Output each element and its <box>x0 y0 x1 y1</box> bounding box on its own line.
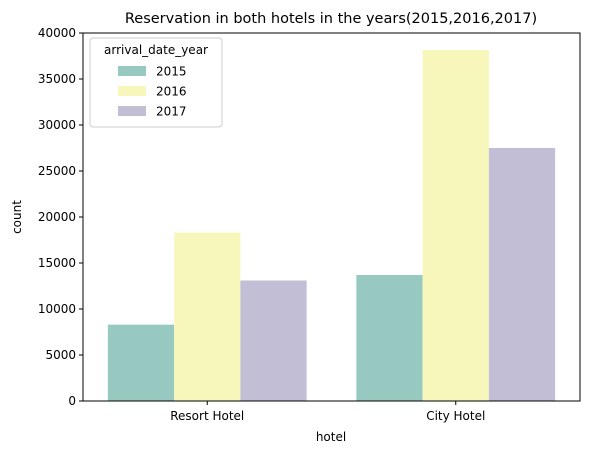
bar-city-hotel-2017 <box>488 148 556 401</box>
legend-swatch-2017 <box>118 106 146 116</box>
legend-swatch-2016 <box>118 86 146 96</box>
y-tick-label: 10000 <box>38 302 76 316</box>
x-tick-label: City Hotel <box>426 409 485 423</box>
legend-swatch-2015 <box>118 66 146 76</box>
x-tick-label: Resort Hotel <box>170 409 244 423</box>
x-axis: Resort Hotel City Hotel <box>170 401 485 423</box>
legend-title: arrival_date_year <box>104 43 208 57</box>
legend-label-2015: 2015 <box>156 65 187 79</box>
y-tick-label: 5000 <box>45 348 76 362</box>
y-axis: 0 5000 10000 15000 20000 25000 30000 35000 40000 <box>38 26 83 408</box>
y-tick-label: 0 <box>68 394 76 408</box>
y-tick-label: 30000 <box>38 118 76 132</box>
y-tick-label: 35000 <box>38 72 76 86</box>
legend-box <box>89 37 223 128</box>
y-axis-label: count <box>10 200 24 234</box>
legend: arrival_date_year 2015 2016 2017 <box>89 37 223 128</box>
legend-label-2016: 2016 <box>156 85 187 99</box>
x-axis-label: hotel <box>316 430 346 444</box>
plot-frame <box>82 32 581 402</box>
y-tick-label: 40000 <box>38 26 76 40</box>
chart-title: Reservation in both hotels in the years(… <box>125 11 537 27</box>
legend-label-2017: 2017 <box>156 105 187 119</box>
bar-resort-hotel-2015 <box>107 324 175 401</box>
bar-resort-hotel-2016 <box>174 232 241 401</box>
bar-city-hotel-2016 <box>422 50 489 402</box>
y-tick-label: 20000 <box>38 210 76 224</box>
plot-area <box>107 50 556 402</box>
bar-resort-hotel-2017 <box>240 280 307 401</box>
y-tick-label: 15000 <box>38 256 76 270</box>
y-tick-label: 25000 <box>38 164 76 178</box>
bar-city-hotel-2015 <box>356 274 423 401</box>
